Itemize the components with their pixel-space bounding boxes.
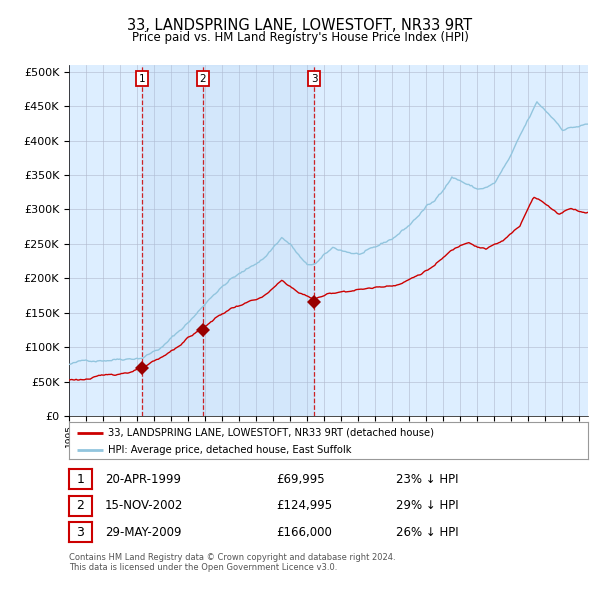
Text: 20-APR-1999: 20-APR-1999	[105, 473, 181, 486]
Text: 2: 2	[76, 499, 85, 512]
Text: 33, LANDSPRING LANE, LOWESTOFT, NR33 9RT: 33, LANDSPRING LANE, LOWESTOFT, NR33 9RT	[127, 18, 473, 32]
Text: 15-NOV-2002: 15-NOV-2002	[105, 499, 184, 512]
Text: 23% ↓ HPI: 23% ↓ HPI	[396, 473, 458, 486]
Text: 1: 1	[76, 473, 85, 486]
Text: 29% ↓ HPI: 29% ↓ HPI	[396, 499, 458, 512]
Text: Contains HM Land Registry data © Crown copyright and database right 2024.: Contains HM Land Registry data © Crown c…	[69, 553, 395, 562]
Bar	[142, 65, 203, 416]
Text: 1: 1	[139, 74, 145, 84]
Bar	[203, 65, 314, 416]
Text: £69,995: £69,995	[276, 473, 325, 486]
Text: £166,000: £166,000	[276, 526, 332, 539]
Text: 2: 2	[200, 74, 206, 84]
Text: £124,995: £124,995	[276, 499, 332, 512]
Text: 26% ↓ HPI: 26% ↓ HPI	[396, 526, 458, 539]
Text: 3: 3	[311, 74, 317, 84]
Text: This data is licensed under the Open Government Licence v3.0.: This data is licensed under the Open Gov…	[69, 563, 337, 572]
Text: Price paid vs. HM Land Registry's House Price Index (HPI): Price paid vs. HM Land Registry's House …	[131, 31, 469, 44]
Text: HPI: Average price, detached house, East Suffolk: HPI: Average price, detached house, East…	[108, 445, 352, 455]
Text: 33, LANDSPRING LANE, LOWESTOFT, NR33 9RT (detached house): 33, LANDSPRING LANE, LOWESTOFT, NR33 9RT…	[108, 428, 434, 438]
Text: 29-MAY-2009: 29-MAY-2009	[105, 526, 182, 539]
Text: 3: 3	[76, 526, 85, 539]
